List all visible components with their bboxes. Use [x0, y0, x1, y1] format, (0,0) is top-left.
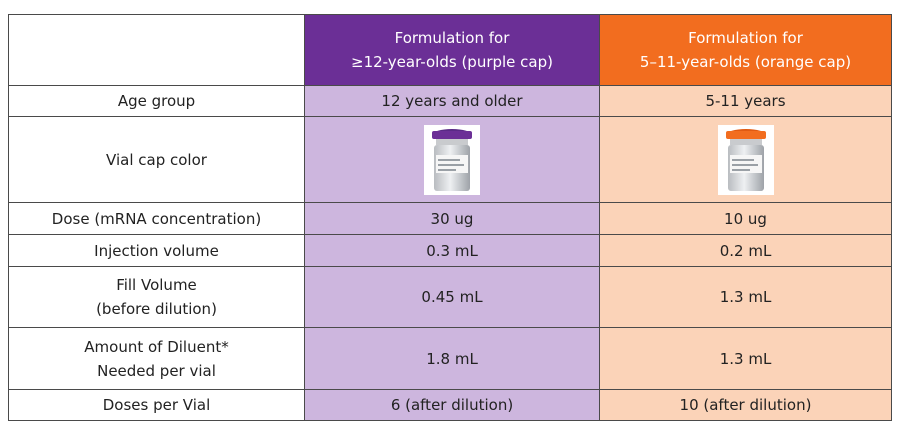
age-group-orange: 5-11 years	[599, 85, 892, 117]
diluent-purple: 1.8 mL	[304, 327, 600, 390]
fill-volume-label: Fill Volume (before dilution)	[8, 266, 305, 328]
fill-volume-label-line1: Fill Volume	[116, 276, 197, 294]
orange-cap-vial-icon	[717, 124, 774, 195]
injection-volume-orange: 0.2 mL	[599, 234, 892, 267]
purple-cap-vial-icon	[424, 124, 480, 195]
row-diluent: Amount of Diluent* Needed per vial 1.8 m…	[8, 327, 892, 390]
row-vial-cap-color: Vial cap color	[8, 116, 892, 203]
diluent-label-line2: Needed per vial	[97, 361, 216, 380]
header-orange-line2: 5–11-year-olds (orange cap)	[639, 53, 852, 71]
header-empty-cell	[8, 14, 305, 86]
row-fill-volume: Fill Volume (before dilution) 0.45 mL 1.…	[8, 266, 892, 328]
fill-volume-purple: 0.45 mL	[304, 266, 600, 328]
row-age-group: Age group 12 years and older 5-11 years	[8, 85, 892, 117]
age-group-purple: 12 years and older	[304, 85, 600, 117]
fill-volume-orange: 1.3 mL	[599, 266, 892, 328]
vial-cap-orange-cell	[599, 116, 892, 203]
doses-per-vial-orange: 10 (after dilution)	[599, 389, 892, 421]
age-group-label: Age group	[8, 85, 305, 117]
injection-volume-label: Injection volume	[8, 234, 305, 267]
doses-per-vial-label: Doses per Vial	[8, 389, 305, 421]
vial-cap-color-label: Vial cap color	[8, 116, 305, 203]
diluent-label: Amount of Diluent* Needed per vial	[8, 327, 305, 390]
header-row: Formulation for ≥12-year-olds (purple ca…	[8, 14, 892, 86]
diluent-label-line1: Amount of Diluent*	[84, 337, 229, 356]
dose-label: Dose (mRNA concentration)	[8, 202, 305, 235]
header-orange-formulation: Formulation for 5–11-year-olds (orange c…	[599, 14, 892, 86]
dose-orange: 10 ug	[599, 202, 892, 235]
comparison-table: Formulation for ≥12-year-olds (purple ca…	[8, 14, 892, 421]
header-purple-line2: ≥12-year-olds (purple cap)	[351, 53, 553, 71]
header-purple-line1: Formulation for	[394, 29, 510, 47]
doses-per-vial-purple: 6 (after dilution)	[304, 389, 600, 421]
row-dose: Dose (mRNA concentration) 30 ug 10 ug	[8, 202, 892, 235]
diluent-orange: 1.3 mL	[599, 327, 892, 390]
header-purple-formulation: Formulation for ≥12-year-olds (purple ca…	[304, 14, 600, 86]
vial-cap-purple-cell	[304, 116, 600, 203]
row-doses-per-vial: Doses per Vial 6 (after dilution) 10 (af…	[8, 389, 892, 421]
injection-volume-purple: 0.3 mL	[304, 234, 600, 267]
row-injection-volume: Injection volume 0.3 mL 0.2 mL	[8, 234, 892, 267]
dose-purple: 30 ug	[304, 202, 600, 235]
header-orange-line1: Formulation for	[688, 29, 803, 47]
fill-volume-label-line2: (before dilution)	[96, 300, 217, 318]
